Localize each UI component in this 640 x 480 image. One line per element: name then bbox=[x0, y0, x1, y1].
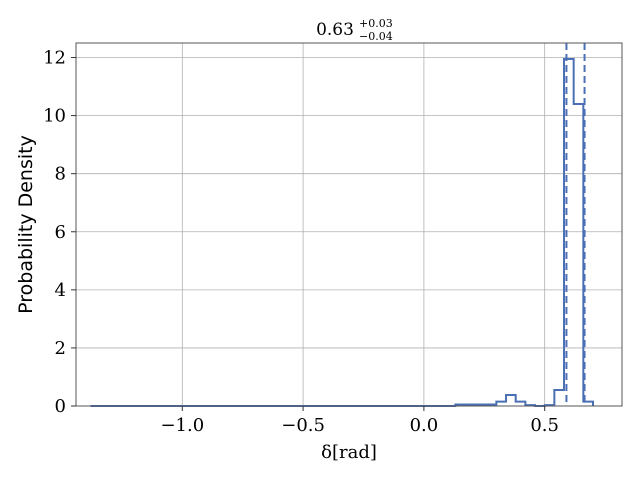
x-axis-ticks: −1.0 −0.5 0.0 0.5 bbox=[160, 406, 559, 436]
x-axis-label: δ[rad] bbox=[321, 442, 377, 463]
y-tick-label: 12 bbox=[43, 48, 66, 69]
y-axis-label: Probability Density bbox=[15, 135, 37, 314]
y-tick-label: 2 bbox=[55, 338, 66, 359]
x-tick-label: −0.5 bbox=[281, 415, 325, 436]
y-tick-label: 0 bbox=[55, 396, 66, 417]
y-tick-label: 6 bbox=[55, 222, 66, 243]
title-subscript: −0.04 bbox=[359, 30, 393, 43]
title-base: 0.63 bbox=[316, 20, 354, 40]
x-tick-label: −1.0 bbox=[160, 415, 204, 436]
y-axis-ticks: 0 2 4 6 8 10 12 bbox=[43, 48, 76, 417]
y-tick-label: 10 bbox=[43, 106, 66, 127]
histogram-outline bbox=[90, 57, 595, 407]
chart-title: 0.63 bbox=[316, 20, 354, 40]
histogram-steps bbox=[90, 57, 595, 407]
x-tick-label: 0.0 bbox=[410, 415, 439, 436]
grid-lines bbox=[76, 43, 622, 407]
quantile-lines bbox=[565, 43, 586, 406]
plot-frame bbox=[75, 42, 623, 407]
x-tick-label: 0.5 bbox=[530, 415, 559, 436]
title-superscript: +0.03 bbox=[359, 17, 393, 30]
y-tick-label: 8 bbox=[55, 164, 66, 185]
y-tick-label: 4 bbox=[55, 280, 66, 301]
